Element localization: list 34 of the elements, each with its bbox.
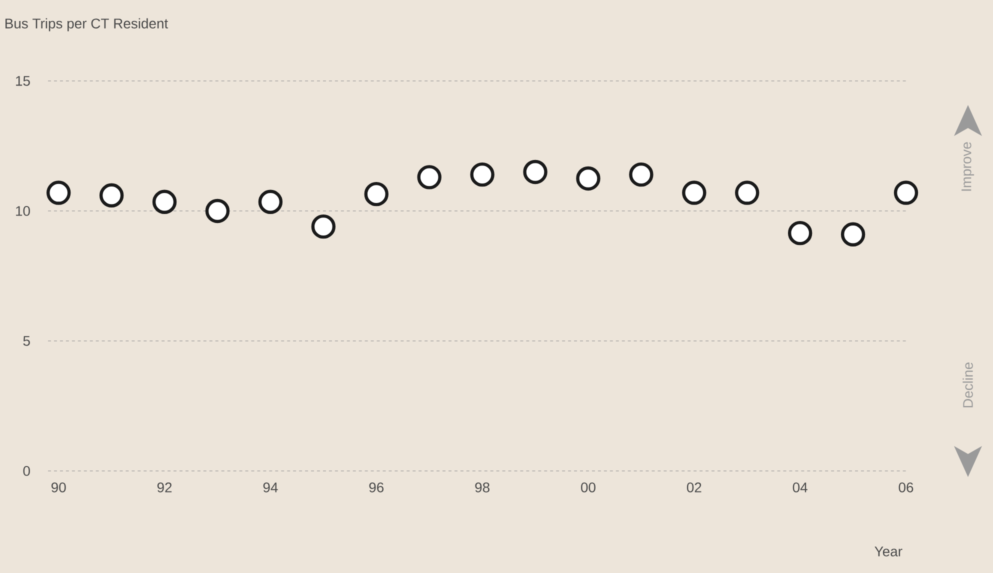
x-tick-label: 02 xyxy=(686,482,702,492)
point xyxy=(788,220,812,246)
text: Decline xyxy=(962,362,973,408)
x-tick-label: 06 xyxy=(898,482,914,492)
point xyxy=(840,222,866,246)
y-tick-label: 10 xyxy=(16,206,30,216)
point xyxy=(576,166,600,191)
y-axis-title: Bus Trips per CT Resident xyxy=(5,18,168,32)
y-tick-label: 15 xyxy=(16,76,30,86)
x-tick-label: 94 xyxy=(263,482,278,492)
x-tick-label: 00 xyxy=(581,482,596,492)
point xyxy=(682,180,706,205)
point xyxy=(311,214,336,239)
point xyxy=(629,162,654,187)
point xyxy=(99,183,124,208)
point xyxy=(523,160,548,184)
point xyxy=(470,162,494,187)
x-tick-label: 04 xyxy=(792,482,808,492)
text: Improve xyxy=(962,142,974,191)
point xyxy=(152,190,177,214)
x-tick-label: 90 xyxy=(52,482,66,492)
y-tick-label: 0 xyxy=(23,466,30,476)
x-tick-label: 98 xyxy=(475,482,490,492)
point xyxy=(894,180,918,205)
point xyxy=(258,190,283,214)
x-axis-title: Year xyxy=(874,546,902,556)
point xyxy=(364,182,388,206)
point xyxy=(205,198,230,224)
point xyxy=(417,165,442,190)
y-tick-label: 5 xyxy=(23,336,30,346)
x-tick-label: 92 xyxy=(157,482,172,492)
point xyxy=(735,180,760,205)
point xyxy=(46,180,71,205)
x-tick-label: 96 xyxy=(369,482,384,492)
